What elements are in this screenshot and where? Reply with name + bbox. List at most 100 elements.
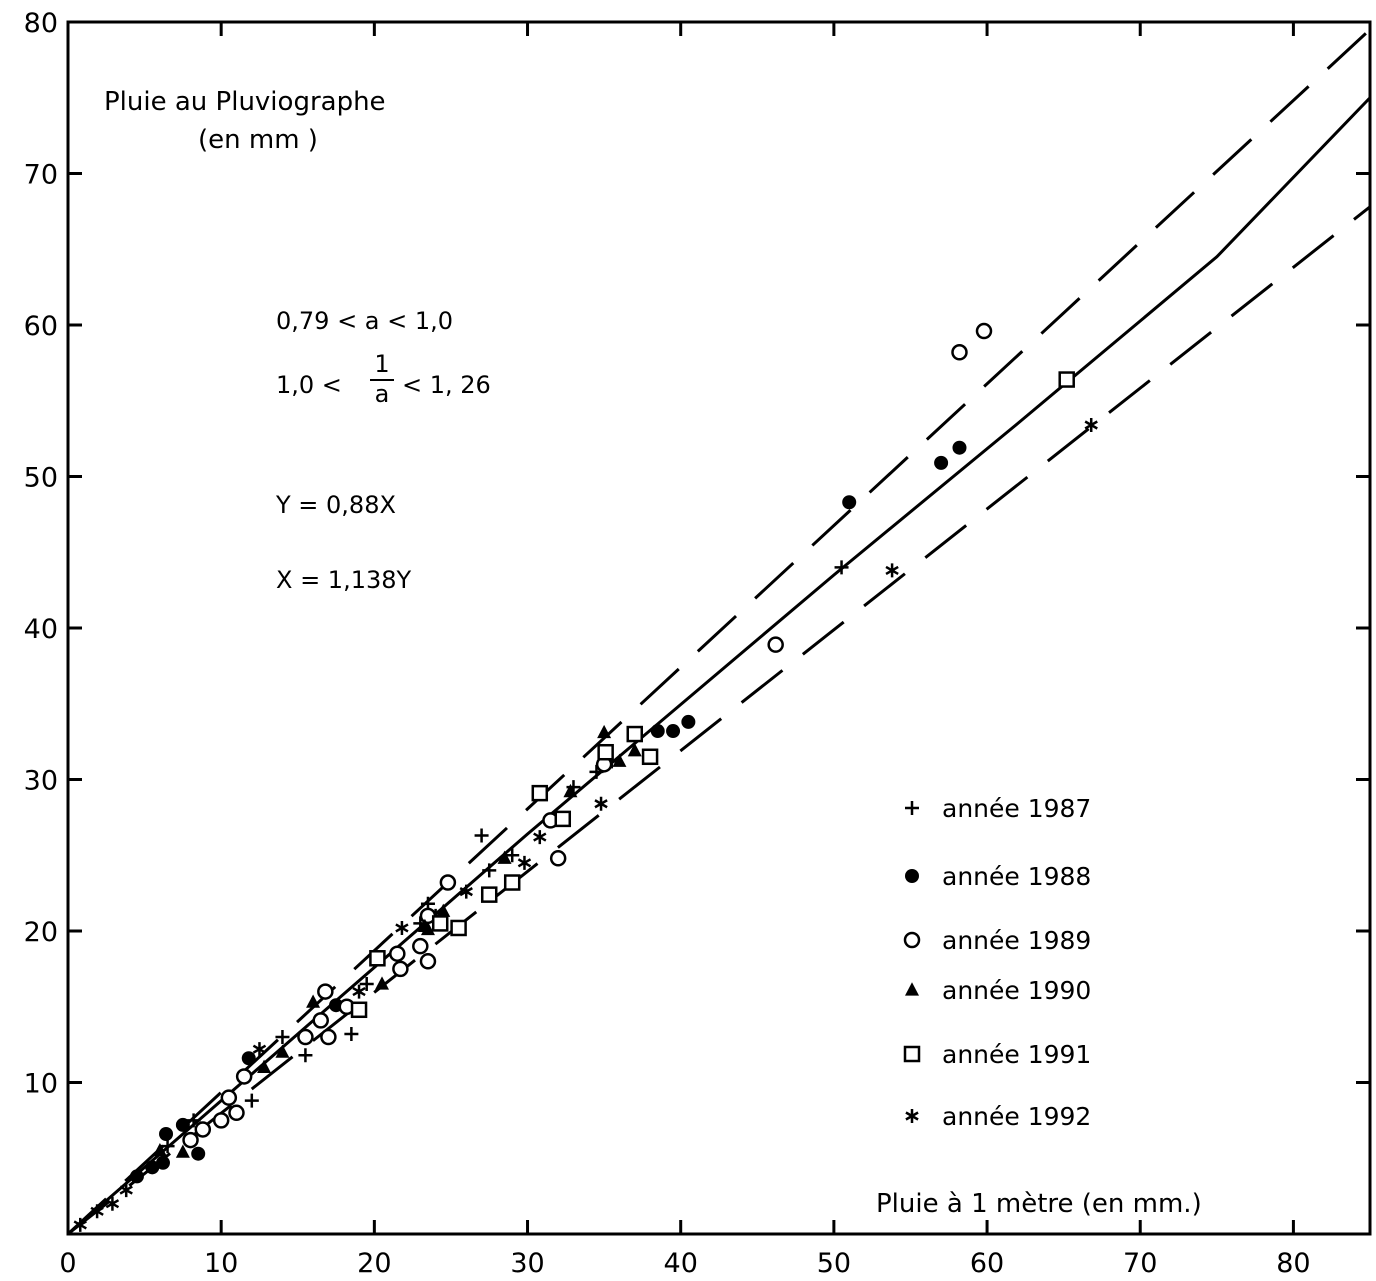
point-triangle [257,1059,272,1073]
dashed-envelope-line [67,205,1371,1236]
legend-label: année 1988 [942,862,1091,891]
x-tick-label: 70 [1123,1248,1157,1279]
legend-label: année 1991 [942,1040,1091,1069]
legend-marker-filled-circle [905,869,919,883]
point-open-square [554,810,572,828]
point-filled-circle [952,440,967,455]
point-open-circle [767,636,784,653]
x-tick-label: 10 [204,1248,238,1279]
axis-ticks: 0 10 20 30 40 50 60 70 80 10 20 30 40 50 60 70 80 [24,8,1370,1279]
point-open-square [431,915,449,932]
point-open-circle [320,1028,337,1046]
point-open-circle [951,344,968,361]
point-open-circle [228,1104,245,1122]
annotation-range-inv-a-left: 1,0 < [276,371,342,399]
point-open-square [1058,371,1075,388]
point-plus [275,1030,290,1045]
annotation-equation-y: Y = 0,88X [275,491,396,519]
annotation-range-a: 0,79 < a < 1,0 [276,307,453,335]
point-open-circle [317,983,334,1000]
point-plus [244,1093,259,1108]
point-asterisk [533,830,547,845]
y-tick-label: 50 [24,463,58,494]
point-filled-circle [159,1127,174,1142]
point-asterisk [105,1196,120,1211]
legend: année 1987 année 1988 année 1989 année 1990… [903,794,1091,1131]
point-plus [344,1027,359,1042]
point-triangle [175,1144,190,1158]
x-tick-label: 60 [970,1248,1004,1279]
y-tick-label: 70 [24,160,58,191]
fit-lines [66,28,1372,1236]
point-filled-circle [681,714,696,729]
point-open-circle [194,1121,212,1138]
point-open-circle [975,322,993,340]
point-asterisk [885,563,899,578]
point-open-circle [220,1089,238,1106]
y-tick-label: 80 [24,8,58,39]
point-triangle [306,994,321,1008]
point-asterisk [1084,417,1098,432]
point-triangle [627,743,642,757]
legend-marker-open-square [903,1045,921,1063]
point-plus [482,863,497,878]
point-plus [505,848,520,863]
legend-label: année 1990 [942,976,1091,1005]
point-open-circle [182,1131,199,1149]
point-open-circle [212,1112,230,1129]
point-filled-circle [842,495,857,510]
point-filled-circle [175,1117,190,1132]
point-asterisk [395,920,409,935]
x-tick-label: 30 [510,1248,544,1279]
annotation-inv-a-denominator: a [375,380,390,408]
legend-marker-triangle [905,982,919,996]
legend-label: année 1987 [942,794,1091,823]
point-triangle [563,783,578,798]
x-tick-label: 20 [357,1248,391,1279]
x-tick-label: 50 [817,1248,851,1279]
x-tick-label: 80 [1276,1248,1310,1279]
regression-line [67,96,1372,1236]
point-plus [359,977,374,992]
point-asterisk [252,1042,267,1057]
x-tick-label: 40 [664,1248,698,1279]
point-filled-circle [934,455,949,470]
point-open-circle [235,1068,253,1085]
legend-label: année 1989 [942,926,1091,955]
point-filled-circle [650,724,665,739]
point-open-square [503,874,521,891]
point-asterisk [73,1217,87,1232]
point-plus [160,1139,175,1154]
point-open-square [531,784,549,802]
annotation-inv-a-numerator: 1 [374,350,389,378]
point-asterisk [459,884,473,899]
point-asterisk [90,1204,104,1219]
y-tick-label: 60 [24,311,58,342]
legend-label: année 1992 [942,1102,1091,1131]
point-triangle [275,1044,290,1058]
point-triangle [375,976,390,990]
point-open-square [450,919,467,937]
point-filled-circle [145,1160,160,1175]
point-open-square [641,748,659,766]
point-open-square [369,950,386,967]
point-open-square [597,743,614,761]
point-asterisk [119,1183,133,1198]
x-axis-title: Pluie à 1 mètre (en mm.) [876,1189,1202,1219]
data-points [73,322,1098,1232]
y-tick-label: 30 [24,766,58,797]
point-open-circle [389,945,406,962]
dashed-envelope-line [66,28,1372,1236]
point-open-circle [297,1028,314,1046]
point-filled-circle [241,1051,256,1066]
point-triangle [152,1142,167,1157]
point-open-circle [549,850,567,867]
point-asterisk [517,855,532,870]
point-open-circle [312,1012,329,1029]
annotation-equation-x: X = 1,138Y [276,566,412,594]
annotation-range-inv-a-right: < 1, 26 [402,371,491,399]
point-plus [834,560,849,575]
point-open-square [350,1001,368,1019]
point-open-circle [419,953,437,970]
point-triangle [420,921,435,936]
